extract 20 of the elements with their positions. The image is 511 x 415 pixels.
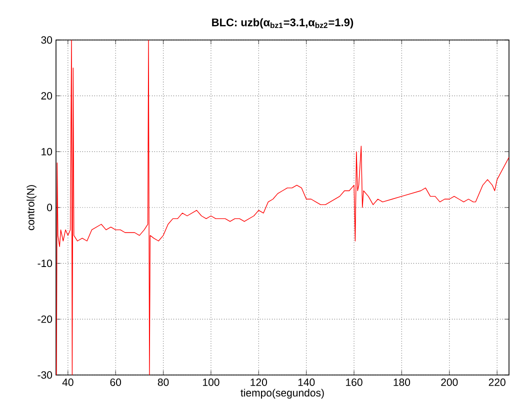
x-tick-label: 220 (488, 378, 506, 386)
x-tick-label: 140 (298, 378, 315, 386)
chart-title: BLC: uzb(α$_{bz1}$=3.1,α$_{bz2}$=1.9) (212, 18, 354, 28)
y-tick-label: -20 (38, 315, 52, 323)
y-axis-title: control(N) (26, 185, 36, 230)
x-axis-title: tiempo(segundos) (240, 388, 324, 399)
y-tick-label: -10 (38, 260, 52, 268)
x-tick-label: 80 (158, 378, 169, 386)
y-tick-label: 10 (42, 148, 52, 156)
x-tick-label: 120 (250, 378, 268, 386)
x-tick-label: 180 (394, 378, 410, 386)
x-tick-label: 200 (441, 378, 458, 386)
y-tick-label: 0 (47, 204, 52, 212)
x-tick-label: 60 (110, 378, 122, 386)
x-tick-label: 160 (346, 378, 362, 386)
x-tick-label: 100 (203, 378, 220, 386)
y-tick-label: -30 (38, 371, 52, 379)
y-tick-label: 30 (41, 36, 52, 44)
y-tick-label: 20 (41, 92, 52, 100)
x-tick-label: 40 (62, 378, 74, 386)
